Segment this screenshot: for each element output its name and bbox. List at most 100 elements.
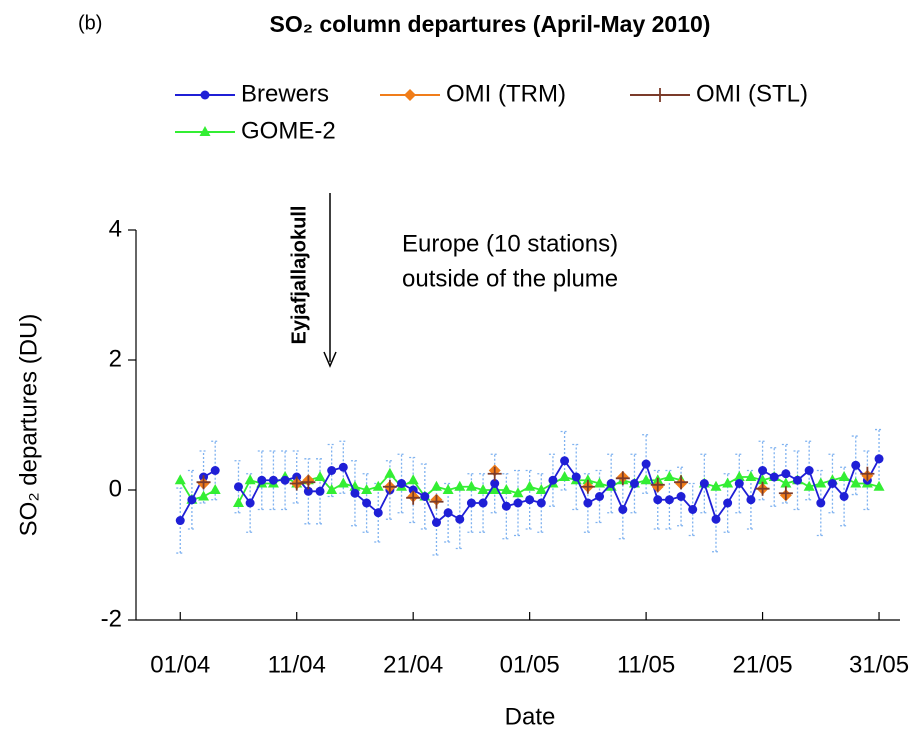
data-point [289, 476, 304, 491]
x-axis-label: Date [505, 703, 556, 730]
data-point [315, 486, 325, 496]
data-point [232, 497, 244, 507]
data-point [338, 462, 348, 472]
y-tick-label: -2 [101, 605, 122, 632]
data-point [548, 475, 558, 485]
data-point [443, 508, 453, 518]
data-point [851, 460, 861, 470]
data-point [778, 486, 793, 501]
data-point [430, 480, 442, 491]
data-point [525, 495, 535, 505]
data-point [268, 475, 278, 485]
legend-label: GOME-2 [241, 117, 336, 144]
data-point [595, 492, 605, 501]
data-point [758, 466, 768, 475]
data-point [301, 475, 316, 490]
data-point [524, 480, 536, 491]
data-point [210, 466, 220, 475]
legend-marker [199, 126, 211, 136]
data-point [640, 474, 652, 485]
y-tick-label: 4 [109, 215, 122, 242]
x-tick-label: 01/04 [150, 651, 210, 678]
data-point [723, 498, 733, 508]
data-point [406, 490, 421, 505]
data-point [781, 469, 791, 479]
data-point [465, 480, 477, 491]
data-point [874, 454, 884, 464]
data-point [361, 484, 373, 494]
data-point [535, 484, 547, 494]
legend-marker [653, 88, 667, 102]
data-point [513, 498, 523, 508]
x-tick-label: 31/05 [849, 651, 909, 678]
data-point [582, 474, 594, 485]
data-point [431, 518, 441, 527]
data-point [209, 484, 221, 494]
data-point [244, 474, 256, 485]
data-point [466, 498, 476, 508]
data-point [559, 471, 571, 481]
data-point [500, 484, 512, 494]
data-point [580, 479, 595, 494]
data-point [175, 516, 185, 526]
data-point [803, 480, 815, 491]
data-point [734, 479, 744, 488]
data-point [233, 482, 243, 492]
x-tick-label: 11/05 [617, 651, 675, 678]
data-point [860, 466, 875, 481]
data-point [327, 466, 337, 475]
data-point [362, 498, 372, 508]
data-point [699, 479, 709, 488]
data-point [850, 477, 862, 488]
y-tick-label: 0 [109, 475, 122, 502]
data-point [198, 490, 210, 501]
data-point [196, 475, 211, 490]
legend-label: OMI (TRM) [446, 80, 566, 107]
legend-marker [404, 89, 416, 101]
data-point [314, 471, 326, 481]
data-point [653, 495, 663, 505]
data-point [280, 475, 290, 485]
data-point [512, 487, 524, 498]
data-point [746, 495, 756, 505]
region-annotation: Europe (10 stations) [402, 230, 618, 257]
data-point [583, 498, 593, 508]
data-point [382, 479, 397, 494]
legend-label: Brewers [241, 80, 329, 107]
y-tick-label: 2 [109, 345, 122, 372]
data-point [384, 467, 396, 478]
y-axis-label: SO₂ departures (DU) [15, 314, 42, 537]
data-point [397, 479, 407, 488]
data-point [477, 484, 489, 494]
data-point [755, 481, 770, 496]
data-point [641, 459, 651, 469]
legend-marker [200, 90, 210, 100]
data-point [663, 471, 675, 481]
data-point [337, 477, 349, 488]
data-point [711, 514, 721, 524]
data-point [629, 479, 639, 488]
data-point [408, 485, 418, 495]
eruption-arrowhead [323, 351, 337, 368]
data-point [722, 477, 734, 488]
data-point [710, 480, 722, 491]
x-tick-label: 21/05 [733, 651, 793, 678]
data-point [501, 501, 511, 511]
data-point [780, 477, 792, 488]
data-point [560, 456, 570, 466]
data-point [618, 505, 628, 514]
x-tick-label: 01/05 [500, 651, 560, 678]
data-point [838, 471, 850, 481]
data-point [650, 477, 665, 492]
data-point [804, 466, 814, 475]
data-point [429, 494, 444, 509]
data-point [745, 471, 757, 481]
data-point [489, 484, 501, 494]
data-point [688, 505, 698, 514]
data-point [827, 479, 837, 488]
chart-title: SO₂ column departures (April-May 2010) [270, 11, 711, 37]
data-point [606, 479, 616, 488]
data-point [733, 471, 745, 481]
data-point [350, 488, 360, 498]
